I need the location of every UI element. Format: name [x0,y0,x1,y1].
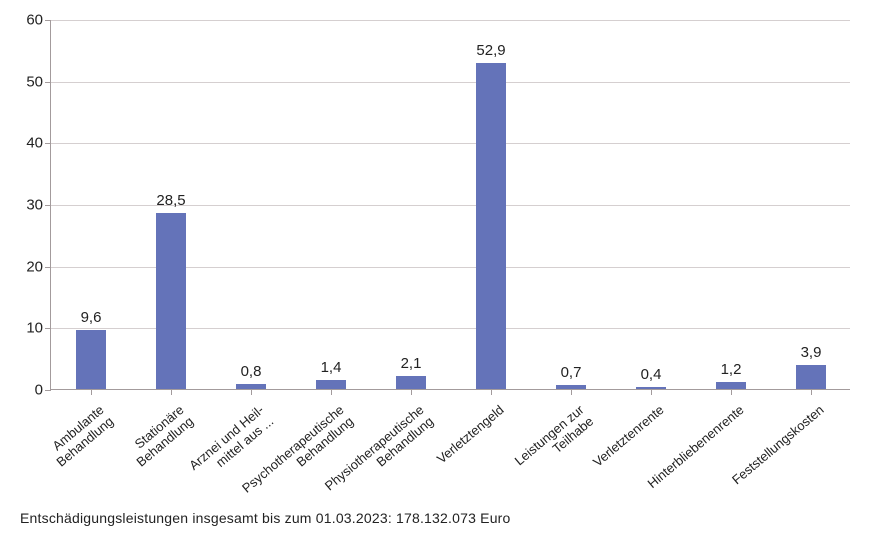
ytick-mark [45,205,51,206]
xtick-mark [91,389,92,395]
ytick-mark [45,328,51,329]
gridline [51,143,850,144]
bar-value-label: 3,9 [781,344,841,361]
bar [76,330,106,389]
bar [556,385,586,389]
bar [476,63,506,389]
bar-value-label: 9,6 [61,309,121,326]
ytick-mark [45,267,51,268]
bar-value-label: 28,5 [141,192,201,209]
bar [396,376,426,389]
xtick-mark [571,389,572,395]
bar-value-label: 1,4 [301,359,361,376]
ytick-label: 0 [11,382,43,399]
bar [236,384,266,389]
ytick-label: 50 [11,73,43,90]
bar-value-label: 52,9 [461,42,521,59]
xtick-mark [651,389,652,395]
bar-value-label: 0,4 [621,366,681,383]
bar-value-label: 0,7 [541,364,601,381]
xtick-mark [411,389,412,395]
xaxis-label: Feststellungskosten [664,402,827,542]
bar [156,213,186,389]
gridline [51,82,850,83]
bar [636,387,666,389]
gridline [51,20,850,21]
xtick-mark [491,389,492,395]
ytick-label: 20 [11,258,43,275]
ytick-mark [45,390,51,391]
bar [316,380,346,389]
xtick-mark [251,389,252,395]
bar [716,382,746,389]
bar-value-label: 1,2 [701,361,761,378]
xtick-mark [731,389,732,395]
ytick-label: 10 [11,320,43,337]
xtick-mark [331,389,332,395]
ytick-mark [45,143,51,144]
xtick-mark [171,389,172,395]
bar-value-label: 2,1 [381,355,441,372]
xaxis-label: Hinterbliebenenrente [584,402,747,542]
ytick-mark [45,82,51,83]
xtick-mark [811,389,812,395]
ytick-label: 40 [11,135,43,152]
bar-value-label: 0,8 [221,363,281,380]
chart-container: 01020304050609,6Ambulante Behandlung28,5… [0,0,872,540]
ytick-label: 30 [11,197,43,214]
caption-text: Entschädigungsleistungen insgesamt bis z… [20,510,511,526]
plot-area: 01020304050609,6Ambulante Behandlung28,5… [50,20,850,390]
bar [796,365,826,389]
ytick-mark [45,20,51,21]
ytick-label: 60 [11,12,43,29]
